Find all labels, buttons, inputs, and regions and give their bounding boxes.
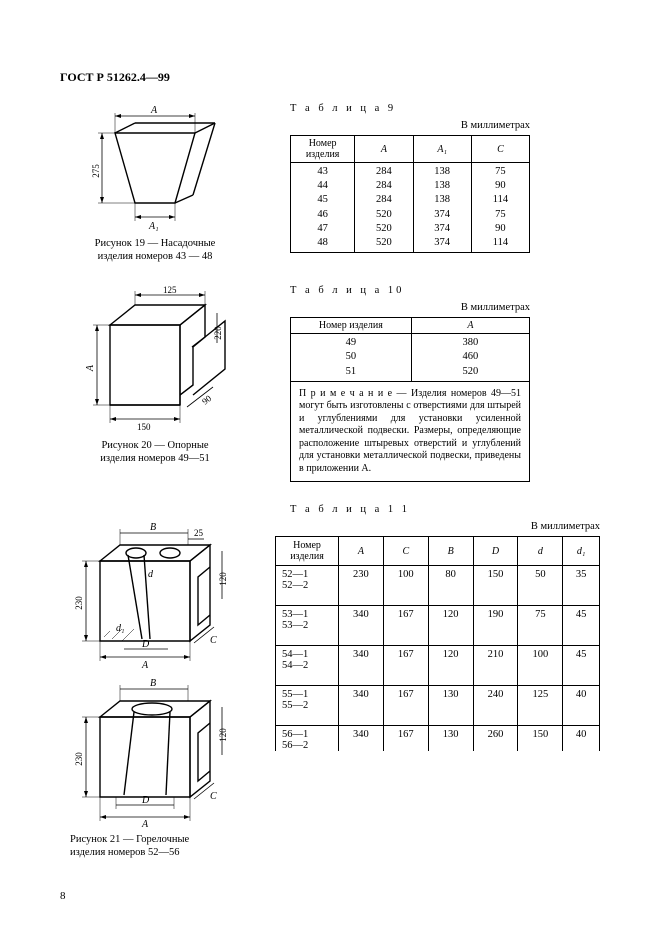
svg-text:d: d [148, 569, 154, 580]
svg-text:A: A [85, 364, 96, 372]
svg-text:25: 25 [194, 528, 204, 538]
table-10-units: В миллиметрах [290, 302, 530, 313]
table-11-body: 52—152—2230100801505035 53—153—234016712… [276, 566, 600, 752]
svg-text:220: 220 [213, 326, 223, 340]
figure-20-caption: Рисунок 20 — Опорные изделия номеров 49—… [60, 439, 250, 465]
figure-20: 125 220 90 150 [60, 285, 250, 435]
figure-19-caption: Рисунок 19 — Насадочные изделия номеров … [60, 237, 250, 263]
svg-text:A₁: A₁ [148, 221, 159, 232]
table-10-body: 495051380460520 [291, 334, 530, 382]
table-9-body: 4344454647482842842845205205201381381383… [291, 163, 530, 253]
svg-text:B: B [150, 678, 156, 689]
svg-text:D: D [141, 795, 150, 806]
svg-text:d₁: d₁ [116, 623, 124, 634]
figure-21-bottom: 230 B 120 C D [60, 677, 250, 827]
svg-text:A: A [150, 105, 158, 116]
table-11-units: В миллиметрах [275, 521, 600, 532]
table-11-label: Т а б л и ц а 1 1 [290, 504, 600, 515]
svg-text:B: B [150, 522, 156, 533]
svg-text:C: C [210, 635, 217, 646]
table-11: Номер изделия A C B D d d₁ 52—152—223010… [275, 536, 600, 751]
svg-text:150: 150 [137, 422, 151, 432]
svg-text:125: 125 [163, 285, 177, 295]
svg-text:275: 275 [91, 164, 101, 178]
table-10-note: П р и м е ч а н и е — Изделия номеров 49… [291, 381, 530, 482]
svg-text:120: 120 [218, 572, 228, 586]
table-9-units: В миллиметрах [290, 120, 530, 131]
svg-text:230: 230 [74, 596, 84, 610]
page-number: 8 [60, 890, 66, 902]
svg-text:120: 120 [218, 728, 228, 742]
svg-text:A: A [141, 819, 149, 827]
table-9-label: Т а б л и ц а 9 [290, 103, 600, 114]
figure-19: A A₁ 275 [60, 103, 250, 233]
doc-header: ГОСТ Р 51262.4—99 [60, 70, 600, 85]
table-9: Номер изделия A A₁ C 4344454647482842842… [290, 135, 530, 253]
table-10: Номер изделия A 495051380460520 П р и м … [290, 317, 530, 482]
svg-text:C: C [210, 791, 217, 802]
svg-text:230: 230 [74, 752, 84, 766]
figure-21-top: B 25 120 230 C [60, 521, 250, 671]
table-10-label: Т а б л и ц а 10 [290, 285, 600, 296]
figure-21-caption: Рисунок 21 — Горелочные изделия номеров … [60, 833, 250, 859]
svg-text:A: A [141, 660, 149, 671]
svg-text:D: D [141, 639, 150, 650]
